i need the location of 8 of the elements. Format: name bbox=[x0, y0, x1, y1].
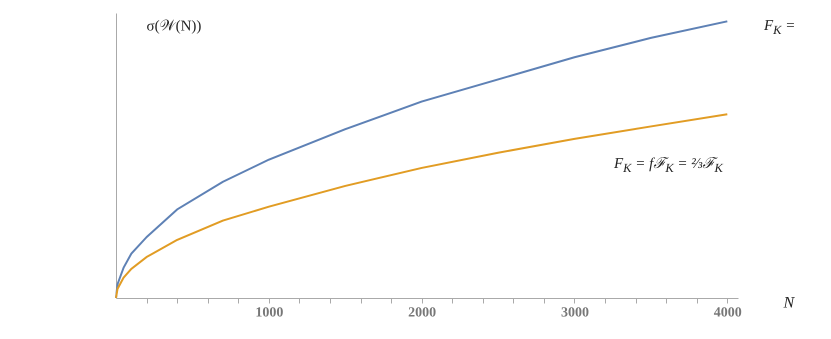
annotation: F$_{K}$ = fℱ$_{K}$ = ⅔ℱ$_{K}$ bbox=[614, 155, 723, 176]
x-tick-label: 4000 bbox=[714, 306, 742, 320]
x-tick-label: 3000 bbox=[560, 306, 589, 320]
text: F$_{K}$ = bbox=[764, 18, 796, 38]
x-tick-label: 1000 bbox=[255, 306, 284, 320]
y-axis-title: σ(𝒲(N)) bbox=[146, 18, 202, 34]
x-axis-title: N bbox=[782, 294, 796, 312]
x-tick-label: 2000 bbox=[408, 306, 436, 320]
